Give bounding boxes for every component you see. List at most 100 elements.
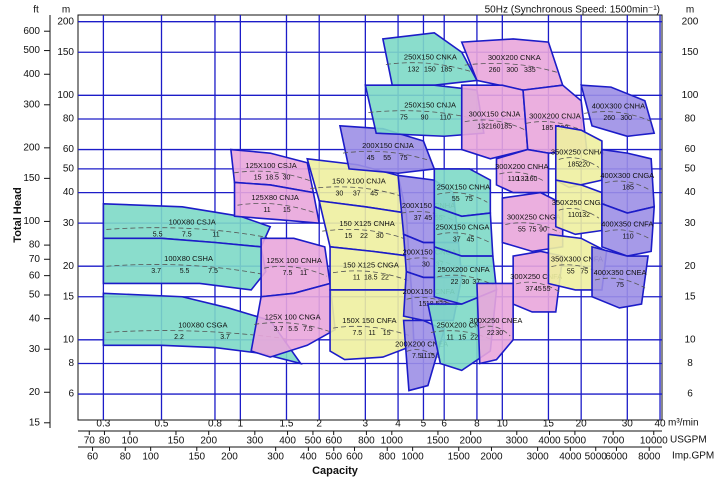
y-tick-label-right: 60 xyxy=(684,144,696,155)
x-tick-label: 20 xyxy=(576,419,588,430)
impeller-curve xyxy=(322,228,407,240)
region-name: 250X200 CNFA xyxy=(438,265,490,274)
ft-tick-label: 400 xyxy=(23,69,40,80)
pump-region xyxy=(495,148,550,194)
power-label: 5.5 xyxy=(180,268,190,275)
x-tick-label: 30 xyxy=(622,419,634,430)
y-tick-label-right: 6 xyxy=(687,389,693,400)
ft-tick-label: 40 xyxy=(29,313,41,324)
power-label: 30 xyxy=(283,175,291,182)
impeller-curve xyxy=(479,325,511,337)
chart-title: 50Hz (Synchronous Speed: 1500min⁻¹) xyxy=(485,5,660,16)
power-label: 75 xyxy=(400,155,408,162)
power-label: 30 xyxy=(461,279,469,286)
usgpm-tick-label: 5000 xyxy=(564,436,587,447)
y-tick-label-right: 40 xyxy=(684,187,696,198)
y-unit-right: m xyxy=(686,5,694,16)
power-label: 75 xyxy=(465,196,473,203)
impeller-curve xyxy=(342,150,432,162)
power-label: 30 xyxy=(422,261,430,268)
x-tick-label: 4 xyxy=(395,419,401,430)
usgpm-tick-label: 3000 xyxy=(506,436,529,447)
region-name: 350X250 CNGA xyxy=(552,198,606,207)
impgpm-tick-label: 6000 xyxy=(605,452,628,463)
y-tick-label: 200 xyxy=(57,16,74,27)
usgpm-tick-label: 100 xyxy=(121,436,138,447)
power-label: 18.5 xyxy=(364,275,378,282)
x-tick-label: 10 xyxy=(497,419,509,430)
power-label: 22 xyxy=(451,279,459,286)
power-label: 55 xyxy=(383,155,391,162)
impgpm-tick-label: 3000 xyxy=(526,452,549,463)
power-label: 260 xyxy=(603,115,615,122)
pump-region xyxy=(591,245,649,309)
y-tick-label: 20 xyxy=(63,261,75,272)
usgpm-tick-label: 10000 xyxy=(640,436,668,447)
impgpm-tick-label: 800 xyxy=(379,452,396,463)
power-label: 22 xyxy=(487,330,495,337)
y-tick-label-right: 200 xyxy=(682,16,699,27)
usgpm-tick-label: 200 xyxy=(200,436,217,447)
impeller-curve xyxy=(516,281,560,293)
pump-region xyxy=(580,84,656,138)
usgpm-tick-label: 800 xyxy=(358,436,375,447)
power-label: 75 xyxy=(529,226,537,233)
impeller-curve xyxy=(558,208,600,219)
pump-region xyxy=(329,289,415,361)
power-label: 55 xyxy=(567,268,575,275)
impgpm-tick-label: 300 xyxy=(267,452,284,463)
impgpm-tick-label: 4000 xyxy=(559,452,582,463)
impeller-curve xyxy=(604,180,652,192)
x-tick-label: 3 xyxy=(363,419,369,430)
usgpm-tick-label: 4000 xyxy=(538,436,561,447)
impeller-curve xyxy=(505,222,560,233)
x-axis-title: Capacity xyxy=(312,465,359,477)
impgpm-tick-label: 500 xyxy=(325,452,342,463)
impgpm-tick-label: 200 xyxy=(221,452,238,463)
pump-region xyxy=(476,282,514,365)
x-tick-label: 1 xyxy=(238,419,244,430)
power-label: 132 xyxy=(578,212,590,219)
impeller-curve xyxy=(437,192,488,203)
power-label: 22 xyxy=(360,233,368,240)
y-tick-label-right: 80 xyxy=(684,114,696,125)
y-tick-label-right: 50 xyxy=(684,164,696,175)
ft-unit: ft xyxy=(33,5,39,16)
pump-region xyxy=(102,237,267,291)
region-name: 400X300 CNHA xyxy=(592,101,645,110)
ft-tick-label: 80 xyxy=(29,240,41,251)
region-name: 125X 100 CNGA xyxy=(265,312,321,321)
y-tick-label: 100 xyxy=(57,90,74,101)
power-label: 300 xyxy=(506,67,518,74)
ft-tick-label: 30 xyxy=(29,344,41,355)
impeller-curve xyxy=(368,110,481,121)
power-label: 7.5 xyxy=(182,231,192,238)
usgpm-tick-label: 1000 xyxy=(381,436,404,447)
usgpm-tick-label: 600 xyxy=(325,436,342,447)
usgpm-tick-label: 7000 xyxy=(602,436,625,447)
power-label: 15 xyxy=(419,301,427,308)
impgpm-tick-label: 8000 xyxy=(638,452,661,463)
y-tick-label-right: 10 xyxy=(684,334,696,345)
region-name: 200X150 CNHA xyxy=(402,201,455,210)
power-label: 160 xyxy=(489,124,501,131)
pump-region xyxy=(402,319,446,392)
ft-tick-label: 15 xyxy=(29,417,41,428)
impeller-curve xyxy=(310,186,404,197)
power-label: 185 xyxy=(500,124,512,131)
power-label: 185 xyxy=(542,125,554,132)
impgpm-tick-label: 5000 xyxy=(585,452,608,463)
impeller-curve xyxy=(237,203,317,214)
power-label: 22 xyxy=(381,275,389,282)
pump-region xyxy=(233,181,321,225)
x-tick-label: 0.5 xyxy=(155,419,169,430)
region-name: 250X200 CNEA xyxy=(437,320,490,329)
pump-region xyxy=(250,282,336,358)
power-label: 220 xyxy=(578,161,590,168)
power-label: 45 xyxy=(466,236,474,243)
region-name: 350X300 CNFA xyxy=(551,255,603,264)
y-tick-label-right: 150 xyxy=(682,47,699,58)
power-label: 11 xyxy=(263,207,270,214)
impgpm-tick-label: 60 xyxy=(87,452,99,463)
usgpm-tick-label: 80 xyxy=(99,436,111,447)
